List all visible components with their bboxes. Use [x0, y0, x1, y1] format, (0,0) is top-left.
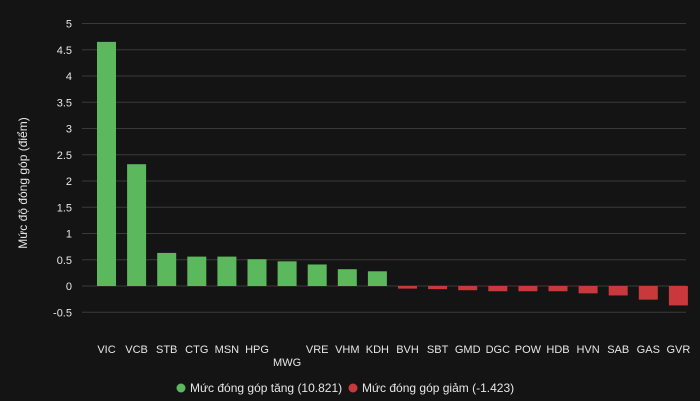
bar-bvh[interactable] [398, 286, 417, 289]
x-tick-label-mwg: MWG [273, 357, 301, 369]
x-tick-label-gas: GAS [637, 344, 660, 356]
bar-kdh[interactable] [367, 271, 387, 286]
x-tick-label-stb: STB [156, 344, 177, 356]
x-tick-label-hvn: HVN [576, 344, 599, 356]
bar-hpg[interactable] [247, 259, 267, 286]
y-tick-label: 0.5 [57, 255, 72, 267]
bar-vcb[interactable] [127, 164, 147, 286]
y-tick-label: 2 [66, 176, 72, 188]
bar-dgc[interactable] [488, 286, 508, 292]
y-tick-label: 4 [66, 71, 72, 83]
y-axis-title: Mức độ đóng góp (điểm) [16, 117, 30, 248]
bar-vic[interactable] [97, 41, 116, 286]
x-tick-label-vre: VRE [306, 344, 329, 356]
y-tick-label: 1 [66, 229, 72, 241]
legend-swatch-decrease [348, 383, 358, 393]
x-tick-label-kdh: KDH [366, 344, 389, 356]
y-tick-label: 0 [66, 281, 72, 293]
grid-lines [82, 23, 686, 313]
x-tick-label-ctg: CTG [185, 344, 208, 356]
x-tick-label-pow: POW [515, 344, 542, 356]
y-tick-label: 3 [66, 124, 72, 136]
x-tick-label-sbt: SBT [427, 344, 449, 356]
y-tick-label: 5 [66, 19, 72, 31]
bar-gvr[interactable] [668, 286, 688, 306]
y-tick-label: 1.5 [57, 202, 72, 214]
x-tick-label-gvr: GVR [666, 344, 690, 356]
bar-stb[interactable] [157, 252, 177, 286]
x-tick-label-hpg: HPG [245, 344, 269, 356]
bar-vhm[interactable] [337, 269, 357, 286]
y-axis-labels: 5 4.5 4 3.5 3 2.5 2 1.5 1 0.5 0 -0.5 [53, 19, 72, 320]
x-tick-label-vic: VIC [97, 344, 115, 356]
y-tick-label: 4.5 [57, 45, 72, 57]
bar-hvn[interactable] [578, 286, 598, 294]
bar-gmd[interactable] [458, 286, 478, 291]
bar-hdb[interactable] [548, 286, 568, 292]
bar-sab[interactable] [608, 286, 628, 296]
legend: Mức đóng góp tăng (10.821) Mức đóng góp … [176, 381, 514, 395]
bar-pow[interactable] [518, 286, 538, 292]
y-tick-label: 2.5 [57, 150, 72, 162]
bar-sbt[interactable] [428, 286, 448, 290]
x-tick-label-gmd: GMD [455, 344, 481, 356]
bar-mwg[interactable] [277, 261, 297, 286]
bar-msn[interactable] [217, 256, 237, 286]
bar-ctg[interactable] [187, 256, 207, 286]
bar-gas[interactable] [638, 286, 658, 300]
x-tick-label-dgc: DGC [486, 344, 511, 356]
x-tick-label-sab: SAB [607, 344, 629, 356]
bar-vre[interactable] [307, 264, 327, 286]
bars [97, 41, 688, 306]
legend-swatch-increase [176, 383, 186, 393]
y-tick-label: 3.5 [57, 97, 72, 109]
legend-label-increase: Mức đóng góp tăng (10.821) [190, 381, 342, 395]
legend-label-decrease: Mức đóng góp giảm (-1.423) [362, 381, 514, 395]
x-axis-labels: VIC VCB STB CTG MSN HPG MWG VRE VHM KDH BVH SBT GMD D… [97, 344, 690, 369]
x-tick-label-hdb: HDB [546, 344, 569, 356]
y-tick-label: -0.5 [53, 307, 72, 319]
x-tick-label-vhm: VHM [335, 344, 359, 356]
x-tick-label-msn: MSN [215, 344, 240, 356]
x-tick-label-vcb: VCB [125, 344, 148, 356]
x-tick-label-bvh: BVH [396, 344, 419, 356]
